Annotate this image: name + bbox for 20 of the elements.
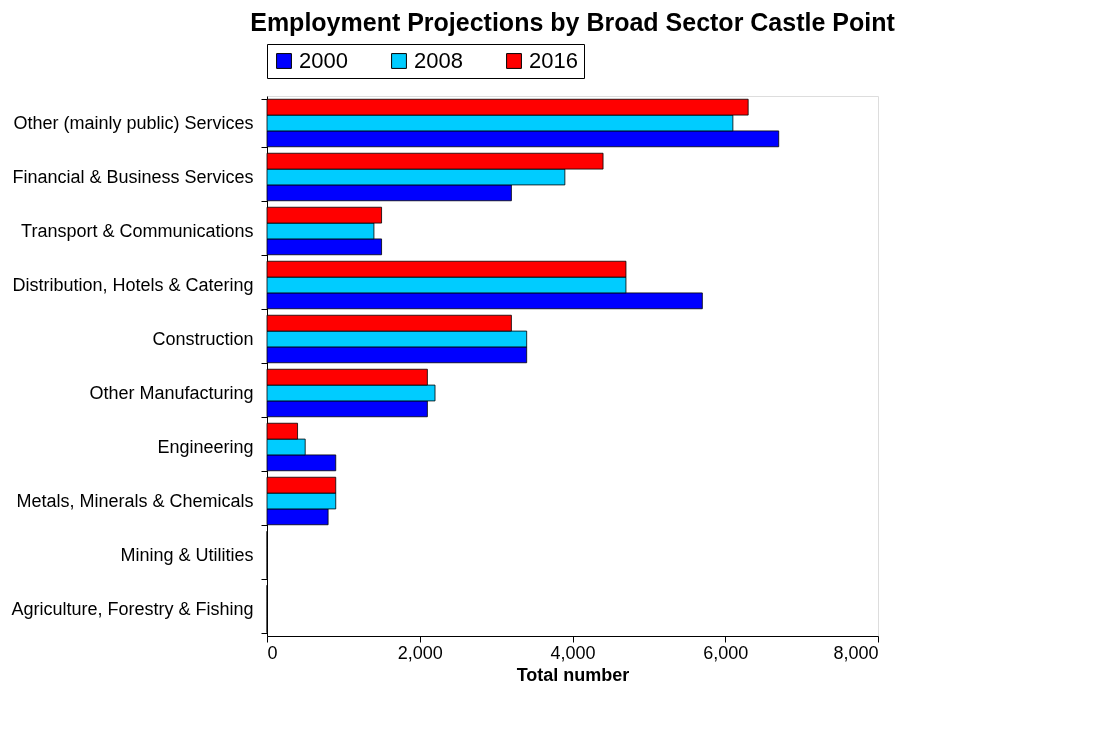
- x-axis-title: Total number: [516, 664, 630, 685]
- y-tick-label: Agriculture, Forestry & Fishing: [11, 598, 254, 619]
- legend-label: 2008: [414, 48, 463, 73]
- y-tick-label: Mining & Utilities: [120, 544, 254, 565]
- x-tick-label: 2,000: [397, 642, 443, 663]
- x-tick-label: 6,000: [703, 642, 749, 663]
- y-tick-label: Metals, Minerals & Chemicals: [16, 490, 254, 511]
- y-tick-label: Transport & Communications: [21, 220, 254, 241]
- y-tick-label: Engineering: [157, 436, 254, 457]
- legend-label: 2000: [299, 48, 348, 73]
- x-tick-label: 4,000: [550, 642, 596, 663]
- y-tick-label: Financial & Business Services: [12, 166, 254, 187]
- y-tick-label: Other Manufacturing: [89, 382, 254, 403]
- y-tick-label: Distribution, Hotels & Catering: [12, 274, 254, 295]
- y-tick-label: Other (mainly public) Services: [13, 112, 254, 133]
- chart-title: Employment Projections by Broad Sector Castle Point: [250, 7, 896, 36]
- x-tick-label: 8,000: [833, 642, 879, 663]
- y-tick-label: Construction: [152, 328, 254, 349]
- x-tick-label: 0: [267, 642, 278, 663]
- legend-label: 2016: [529, 48, 578, 73]
